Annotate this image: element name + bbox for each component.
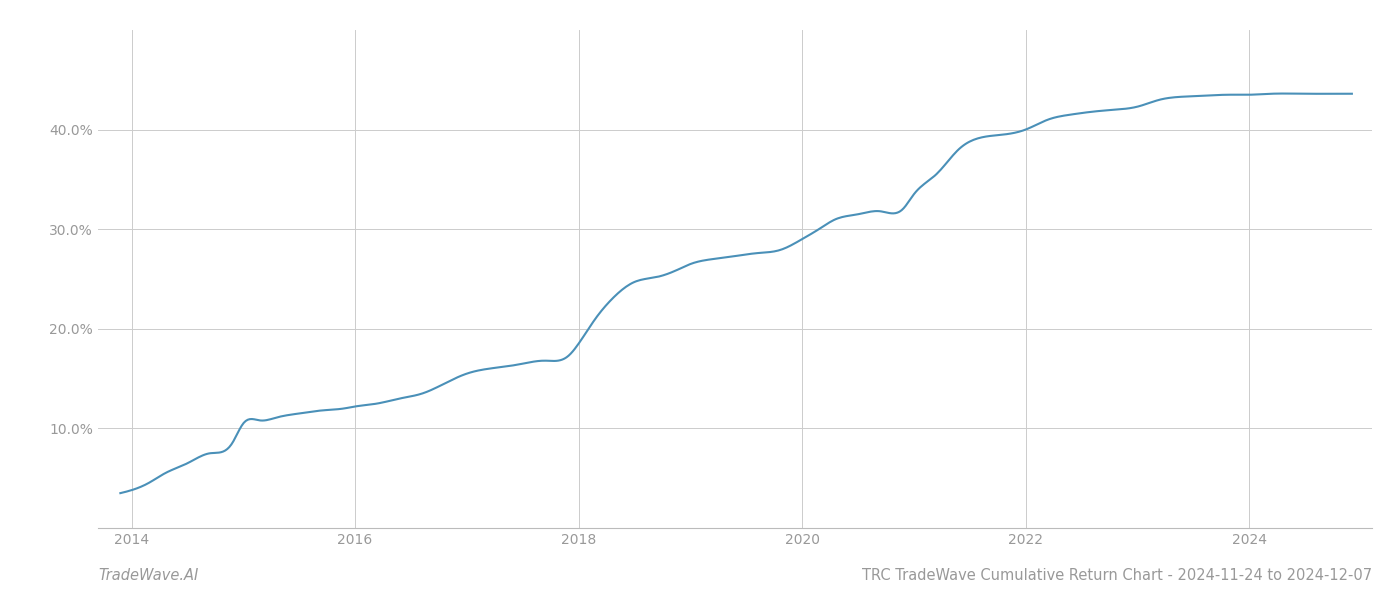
Text: TradeWave.AI: TradeWave.AI — [98, 568, 199, 583]
Text: TRC TradeWave Cumulative Return Chart - 2024-11-24 to 2024-12-07: TRC TradeWave Cumulative Return Chart - … — [862, 568, 1372, 583]
